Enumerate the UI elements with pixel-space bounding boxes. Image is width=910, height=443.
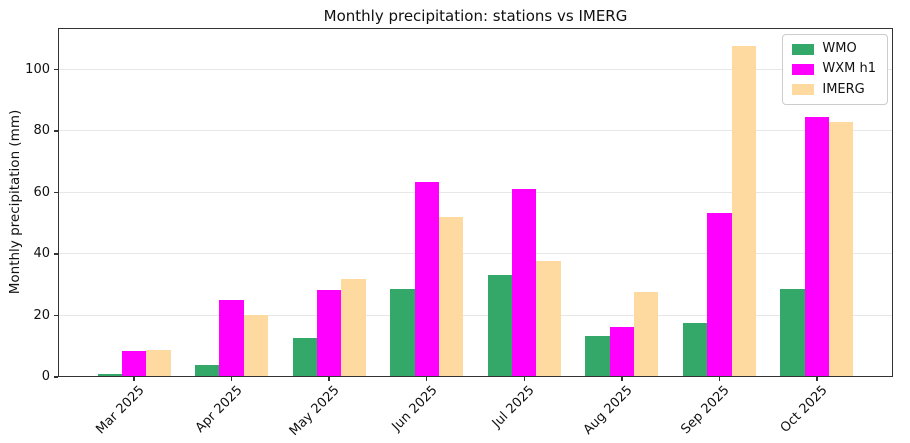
- ytick-label-100: 100: [25, 61, 50, 77]
- bar-imerg-mar-2025: [146, 349, 171, 377]
- bar-imerg-aug-2025: [634, 291, 659, 377]
- ytick-mark-0: [53, 376, 58, 378]
- legend: WMO WXM h1 IMERG: [782, 34, 888, 105]
- bar-wmo-oct-2025: [780, 289, 805, 377]
- bar-wxm-h1-mar-2025: [121, 351, 147, 377]
- bar-wxm-h1-jul-2025: [512, 188, 537, 377]
- xtick-mark-sep-2025: [718, 377, 721, 381]
- legend-item-wmo: WMO: [792, 41, 876, 56]
- xtick-mark-jun-2025: [425, 377, 428, 381]
- legend-swatch-wmo: [792, 43, 815, 55]
- xtick-mark-apr-2025: [230, 377, 233, 381]
- ytick-label-60: 60: [33, 184, 50, 200]
- bar-wxm-h1-oct-2025: [804, 116, 830, 377]
- bar-imerg-jul-2025: [536, 261, 561, 377]
- bar-wmo-mar-2025: [97, 373, 122, 377]
- ytick-mark-100: [53, 68, 58, 71]
- legend-swatch-imerg: [792, 84, 815, 96]
- bar-wxm-h1-jun-2025: [414, 182, 439, 377]
- xtick-mark-may-2025: [328, 377, 330, 381]
- bar-imerg-sep-2025: [731, 45, 756, 377]
- xtick-mark-jul-2025: [523, 377, 526, 381]
- legend-item-imerg: IMERG: [792, 81, 876, 97]
- bar-wxm-h1-sep-2025: [707, 213, 732, 377]
- gridline-y-60: [58, 191, 893, 193]
- bar-wxm-h1-aug-2025: [609, 327, 634, 377]
- plot-area: WMO WXM h1 IMERG: [58, 28, 893, 377]
- legend-item-wxm-h1: WXM h1: [792, 61, 876, 77]
- ytick-label-80: 80: [33, 123, 50, 138]
- gridline-y-40: [58, 253, 893, 255]
- ytick-mark-40: [53, 253, 58, 255]
- xtick-mark-oct-2025: [816, 377, 818, 381]
- xtick-mark-aug-2025: [621, 377, 623, 381]
- bar-wmo-sep-2025: [682, 322, 708, 377]
- bar-wmo-may-2025: [292, 337, 317, 377]
- gridline-y-20: [58, 314, 893, 316]
- bar-wmo-apr-2025: [195, 364, 220, 377]
- bar-wxm-h1-apr-2025: [219, 300, 244, 377]
- ytick-label-20: 20: [33, 307, 50, 323]
- xtick-label-mar-2025: Mar 2025: [93, 383, 148, 438]
- bar-wmo-jun-2025: [390, 289, 415, 377]
- bar-wxm-h1-may-2025: [316, 289, 342, 377]
- ytick-label-40: 40: [33, 246, 50, 261]
- bar-wmo-aug-2025: [585, 336, 610, 377]
- ytick-label-0: 0: [41, 369, 50, 384]
- bar-imerg-jun-2025: [438, 217, 464, 377]
- gridline-y-80: [58, 130, 893, 132]
- legend-label-wxm-h1: WXM h1: [822, 61, 876, 77]
- legend-label-imerg: IMERG: [822, 81, 865, 97]
- bar-imerg-apr-2025: [243, 315, 269, 377]
- ytick-mark-60: [53, 191, 58, 194]
- ytick-mark-80: [53, 130, 58, 132]
- legend-label-wmo: WMO: [822, 41, 857, 56]
- gridline-y-100: [58, 68, 893, 70]
- bar-wmo-jul-2025: [487, 274, 513, 377]
- bar-imerg-may-2025: [341, 278, 366, 377]
- chart-title: Monthly precipitation: stations vs IMERG: [323, 7, 628, 25]
- xtick-mark-mar-2025: [133, 377, 135, 381]
- legend-swatch-wxm-h1: [792, 63, 815, 75]
- bar-imerg-oct-2025: [829, 122, 854, 377]
- ytick-mark-20: [53, 314, 58, 317]
